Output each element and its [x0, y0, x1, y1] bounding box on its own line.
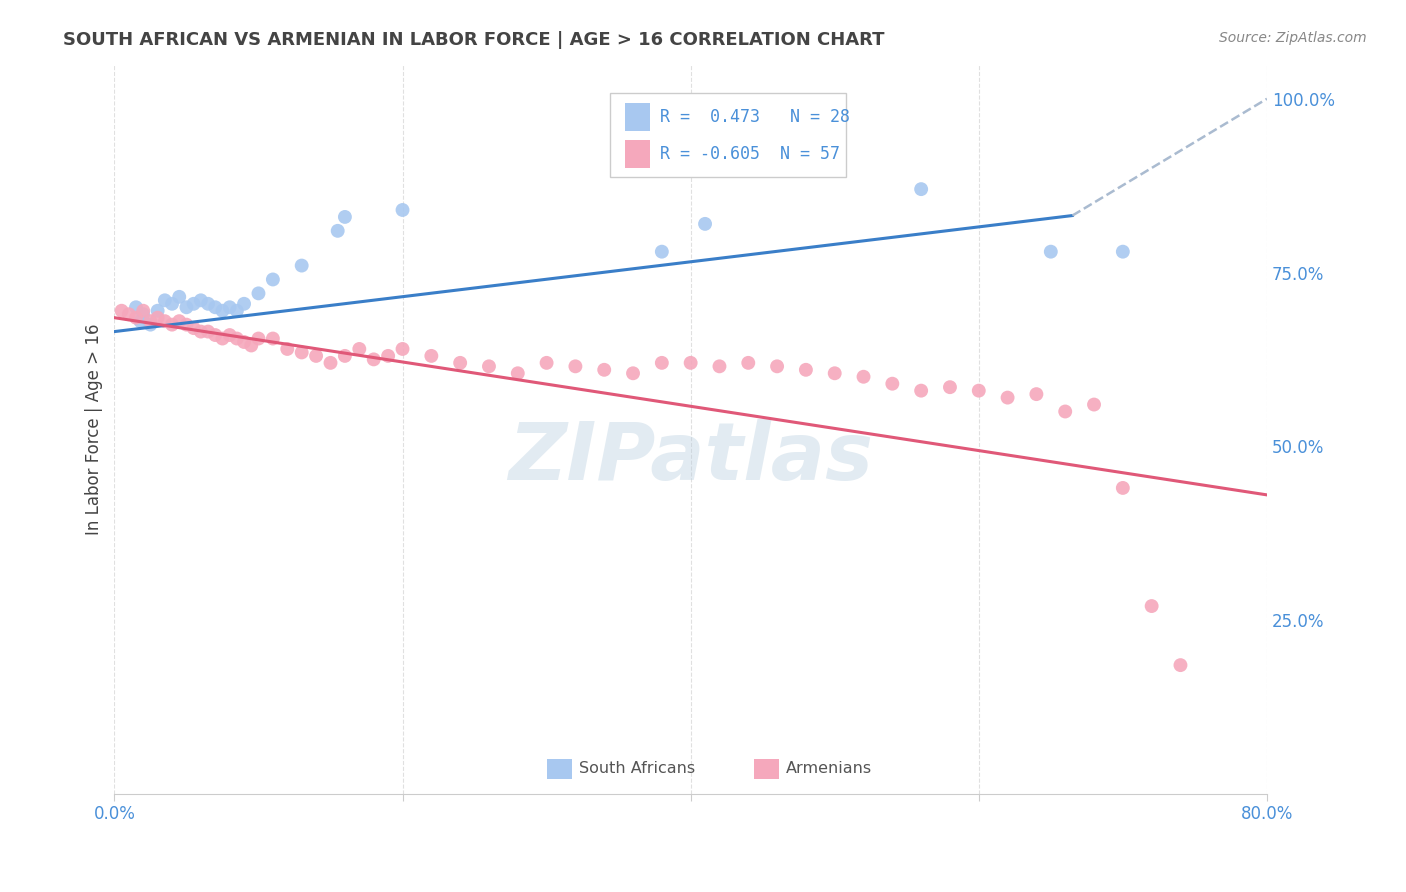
Point [247, 286, 270, 301]
Point [420, 349, 443, 363]
Point [852, 369, 875, 384]
Point [204, 300, 226, 314]
Point [262, 272, 284, 286]
Point [190, 325, 212, 339]
Point [183, 297, 205, 311]
Point [1170, 658, 1192, 673]
Point [391, 342, 413, 356]
Point [291, 345, 314, 359]
Point [737, 356, 759, 370]
Text: Armenians: Armenians [786, 762, 873, 776]
Point [176, 318, 198, 332]
FancyBboxPatch shape [754, 759, 779, 779]
Text: ZIPatlas: ZIPatlas [508, 419, 873, 497]
FancyBboxPatch shape [624, 140, 651, 168]
Point [536, 356, 558, 370]
Point [593, 363, 616, 377]
Point [218, 300, 240, 314]
Point [125, 310, 148, 325]
Point [967, 384, 990, 398]
Point [139, 314, 162, 328]
FancyBboxPatch shape [547, 759, 572, 779]
Point [651, 244, 673, 259]
Point [824, 366, 846, 380]
Point [211, 303, 233, 318]
Point [1054, 404, 1077, 418]
Point [225, 303, 247, 318]
FancyBboxPatch shape [624, 103, 651, 131]
Point [129, 314, 152, 328]
Y-axis label: In Labor Force | Age > 16: In Labor Force | Age > 16 [86, 323, 103, 534]
Point [262, 332, 284, 346]
Point [132, 307, 155, 321]
Point [1112, 481, 1135, 495]
Point [326, 224, 349, 238]
Point [183, 321, 205, 335]
Point [118, 307, 141, 321]
Point [110, 303, 132, 318]
Point [276, 342, 298, 356]
Point [693, 217, 716, 231]
Point [1083, 398, 1105, 412]
Point [621, 366, 644, 380]
Point [651, 356, 673, 370]
FancyBboxPatch shape [610, 94, 846, 178]
Point [349, 342, 371, 356]
Point [218, 328, 240, 343]
Point [291, 259, 314, 273]
Point [160, 297, 183, 311]
Text: SOUTH AFRICAN VS ARMENIAN IN LABOR FORCE | AGE > 16 CORRELATION CHART: SOUTH AFRICAN VS ARMENIAN IN LABOR FORCE… [63, 31, 884, 49]
Point [910, 384, 932, 398]
Point [709, 359, 731, 374]
Point [1025, 387, 1047, 401]
Text: Source: ZipAtlas.com: Source: ZipAtlas.com [1219, 31, 1367, 45]
Point [679, 356, 702, 370]
Point [190, 293, 212, 308]
Point [125, 300, 148, 314]
Point [176, 300, 198, 314]
Point [882, 376, 904, 391]
Point [233, 297, 256, 311]
Text: South Africans: South Africans [579, 762, 695, 776]
Point [377, 349, 399, 363]
Point [766, 359, 789, 374]
Point [167, 314, 190, 328]
Point [247, 332, 270, 346]
Point [478, 359, 501, 374]
Point [225, 332, 247, 346]
Point [204, 328, 226, 343]
Point [449, 356, 471, 370]
Point [211, 332, 233, 346]
Point [146, 310, 169, 325]
Point [132, 303, 155, 318]
Point [139, 318, 162, 332]
Point [160, 318, 183, 332]
Point [391, 202, 413, 217]
Point [153, 293, 176, 308]
Point [564, 359, 586, 374]
Point [333, 210, 356, 224]
Point [319, 356, 342, 370]
Point [197, 325, 219, 339]
Point [910, 182, 932, 196]
Point [197, 297, 219, 311]
Text: R = -0.605  N = 57: R = -0.605 N = 57 [659, 145, 839, 163]
Point [506, 366, 529, 380]
Point [939, 380, 962, 394]
Point [1140, 599, 1163, 613]
Point [305, 349, 328, 363]
Point [153, 314, 176, 328]
Point [1112, 244, 1135, 259]
Point [794, 363, 817, 377]
Text: R =  0.473   N = 28: R = 0.473 N = 28 [659, 108, 849, 127]
Point [167, 290, 190, 304]
Point [233, 334, 256, 349]
Point [363, 352, 385, 367]
Point [146, 303, 169, 318]
Point [240, 338, 263, 352]
Point [333, 349, 356, 363]
Point [997, 391, 1019, 405]
Point [1039, 244, 1062, 259]
